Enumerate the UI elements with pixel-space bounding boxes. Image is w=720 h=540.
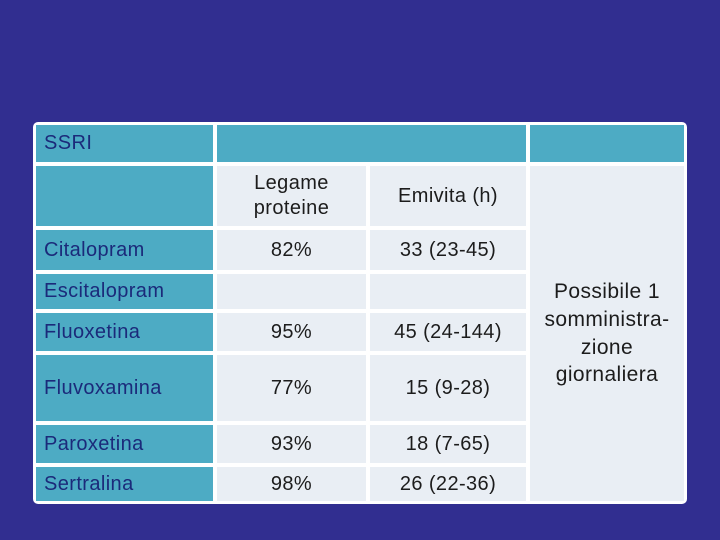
half-life-cell: 15 (9-28) bbox=[370, 355, 526, 421]
header-row-label-spacer-cell bbox=[36, 166, 213, 226]
protein-binding-cell: 93% bbox=[217, 425, 366, 463]
title-band-spacer-cell bbox=[217, 125, 526, 162]
drug-name-cell: Fluoxetina bbox=[36, 313, 213, 351]
drug-name-cell: Citalopram bbox=[36, 230, 213, 270]
half-life-cell: 26 (22-36) bbox=[370, 467, 526, 501]
half-life-cell bbox=[370, 274, 526, 309]
half-life-cell: 18 (7-65) bbox=[370, 425, 526, 463]
drug-name-cell: Sertralina bbox=[36, 467, 213, 501]
ssri-table: SSRI Legame proteine Emivita (h) Possibi… bbox=[33, 122, 687, 504]
protein-binding-cell: 95% bbox=[217, 313, 366, 351]
half-life-cell: 45 (24-144) bbox=[370, 313, 526, 351]
col-header-half-life: Emivita (h) bbox=[370, 166, 526, 226]
drug-name-cell: Fluvoxamina bbox=[36, 355, 213, 421]
title-band-right-spacer-cell bbox=[530, 125, 684, 162]
drug-name-cell: Escitalopram bbox=[36, 274, 213, 309]
drug-name-cell: Paroxetina bbox=[36, 425, 213, 463]
half-life-cell: 33 (23-45) bbox=[370, 230, 526, 270]
protein-binding-cell: 77% bbox=[217, 355, 366, 421]
note-cell: Possibile 1 somministra- zione giornalie… bbox=[530, 166, 684, 501]
protein-binding-cell bbox=[217, 274, 366, 309]
col-header-protein-binding: Legame proteine bbox=[217, 166, 366, 226]
protein-binding-cell: 98% bbox=[217, 467, 366, 501]
protein-binding-cell: 82% bbox=[217, 230, 366, 270]
table-title-cell: SSRI bbox=[36, 125, 213, 162]
